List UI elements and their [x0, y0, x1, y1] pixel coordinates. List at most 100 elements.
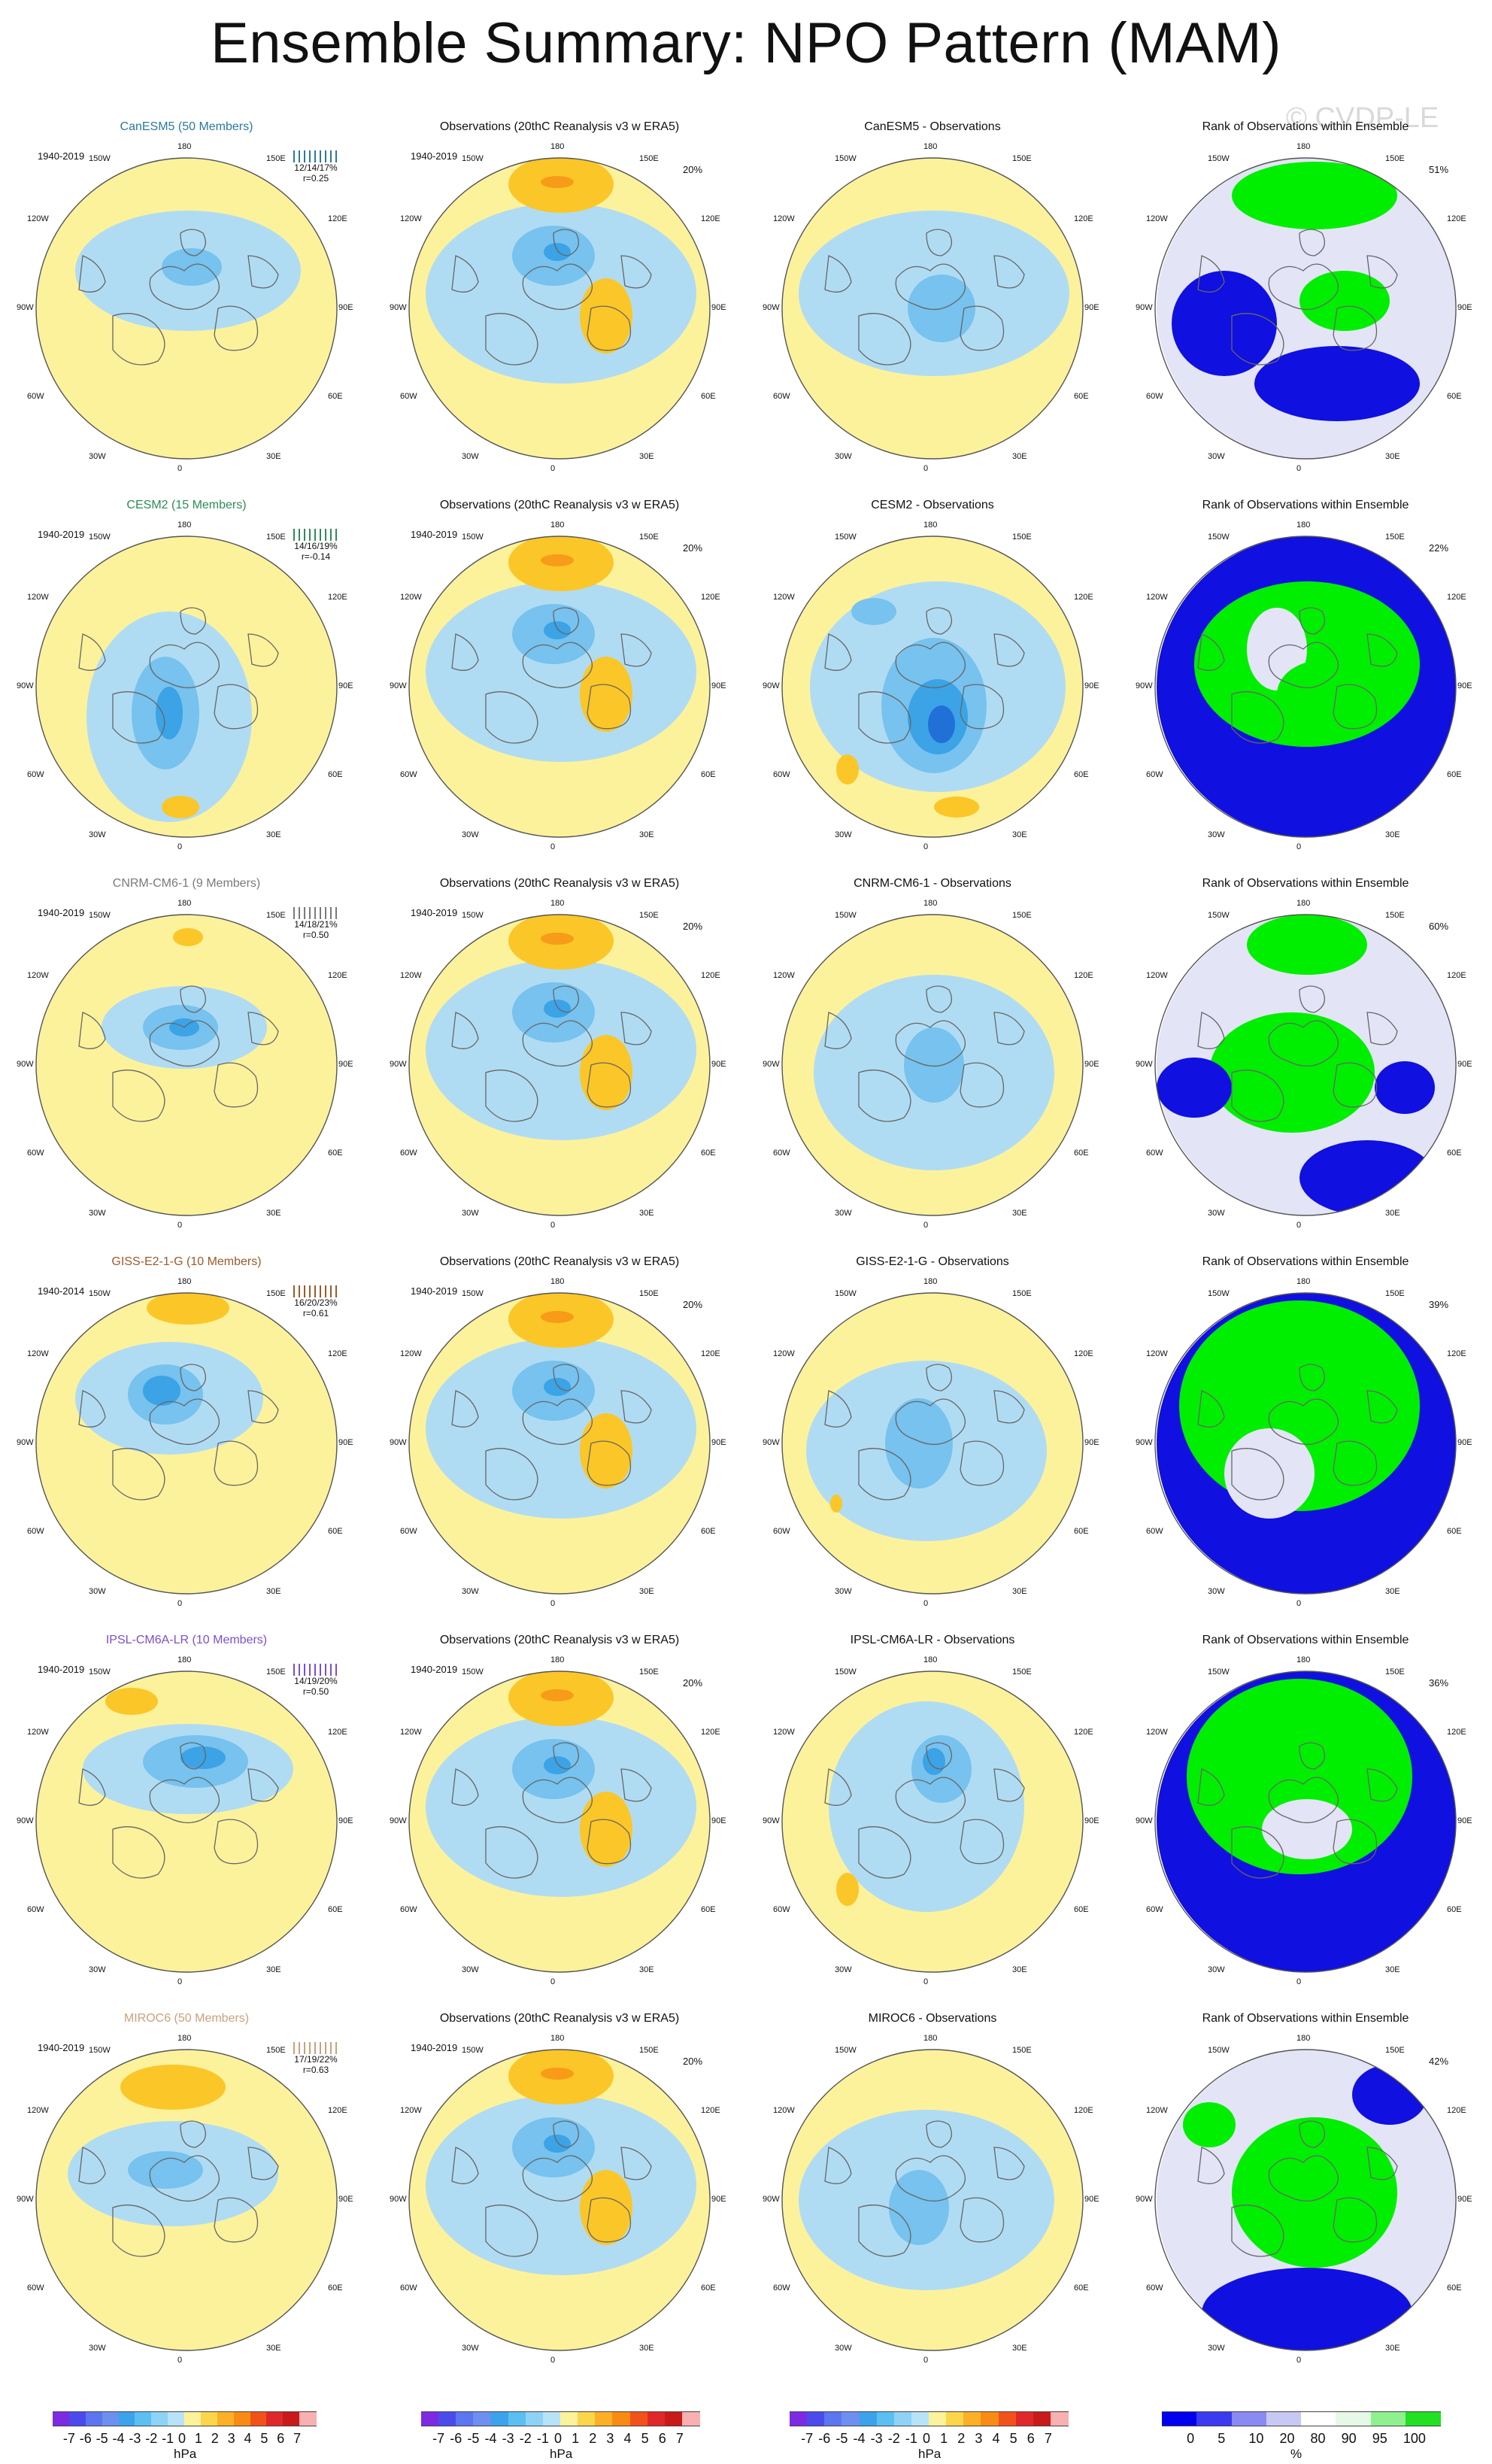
map-panel-diff: CNRM-CM6-1 - Observations 180 150E 120E 90E 6… [746, 877, 1119, 1253]
longitude-label: 120E [328, 214, 347, 223]
anomaly-contour [162, 248, 222, 286]
coastline [485, 1448, 538, 1501]
longitude-label: 30E [1385, 1209, 1400, 1218]
coastline [149, 1398, 220, 1445]
longitude-label: 0 [923, 842, 929, 851]
longitude-label: 90W [390, 1060, 407, 1069]
coastline [620, 1012, 652, 1045]
polar-map [35, 2049, 338, 2351]
member-spread-strip [286, 1664, 346, 1676]
coastline [1231, 691, 1284, 744]
longitude-label: 120E [1074, 593, 1093, 602]
longitude-label: 150E [266, 2046, 286, 2055]
member-tick [309, 2042, 311, 2054]
longitude-label: 60E [1074, 770, 1089, 779]
colorbar-swatch [824, 2411, 842, 2426]
coastline [180, 1742, 206, 1770]
colorbar-unit: hPa [918, 2447, 942, 2461]
longitude-label: 120E [701, 2106, 720, 2115]
member-stats: 14/16/19% r=-0.14 [286, 529, 346, 562]
coastline [960, 305, 1005, 351]
colorbar-swatch [1162, 2411, 1197, 2426]
longitude-label: 90E [711, 1816, 726, 1825]
coastline [895, 1398, 966, 1445]
map-boundary [35, 914, 338, 1216]
longitude-label: 150E [1012, 533, 1032, 542]
member-tick [304, 529, 305, 541]
field-layer [36, 536, 337, 837]
longitude-label: 30E [1385, 830, 1400, 839]
coastline [112, 1070, 165, 1122]
map-panel-model: CanESM5 (50 Members) 1940-2019 12/14/17% r=… [0, 120, 373, 496]
member-tick [309, 1664, 311, 1676]
percent-label: 20% [683, 542, 703, 554]
longitude-label: 150W [462, 2046, 484, 2055]
longitude-label: 150W [462, 533, 484, 542]
longitude-label: 150E [639, 154, 659, 163]
coastline [858, 691, 911, 744]
longitude-label: 0 [177, 2356, 183, 2365]
colorbar-swatch [981, 2411, 999, 2426]
member-tick [309, 150, 311, 162]
longitude-label: 30W [89, 830, 106, 839]
colorbar-tick-label: -1 [905, 2431, 917, 2446]
panel-title: Observations (20thC Reanalysis v3 w ERA5… [439, 499, 680, 511]
panel-title: Rank of Observations within Ensemble [1202, 499, 1409, 511]
member-tick [330, 1285, 332, 1297]
coastline [485, 2205, 538, 2257]
member-tick [320, 1664, 321, 1676]
coastline [485, 313, 538, 366]
longitude-label: 150W [835, 911, 857, 920]
longitude-label: 120E [328, 1728, 347, 1737]
rank-region [1224, 1428, 1315, 1519]
longitude-label: 90W [1136, 1060, 1153, 1069]
coastline [485, 1070, 538, 1122]
longitude-label: 90W [390, 681, 407, 690]
period-label: 1940-2019 [411, 529, 458, 540]
coastline [824, 633, 852, 671]
percent-label: 20% [683, 921, 703, 932]
longitude-label: 180 [923, 1277, 938, 1286]
coastline [485, 691, 538, 744]
anomaly-contour [426, 1716, 696, 1897]
colorbar-swatch [578, 2411, 596, 2426]
member-tick [320, 2042, 321, 2054]
rank-region [1277, 660, 1367, 728]
coastline [587, 1062, 632, 1108]
coastline [858, 1448, 911, 1501]
longitude-label: 60W [27, 1149, 44, 1158]
polar-map [781, 1292, 1084, 1595]
member-tick [314, 2042, 316, 2054]
colorbar-swatch [664, 2411, 683, 2426]
longitude-label: 120W [773, 1728, 795, 1737]
longitude-label: 180 [550, 2034, 565, 2043]
longitude-label: 60W [1146, 1149, 1163, 1158]
longitude-label: 30W [1208, 1965, 1225, 1974]
coastline [587, 1440, 632, 1486]
longitude-label: 60E [701, 1905, 716, 1914]
colorbar-tick-label: 5 [1218, 2431, 1226, 2446]
member-spread-strip [286, 2042, 346, 2054]
longitude-label: 0 [177, 464, 183, 473]
coastline [1366, 255, 1398, 289]
longitude-label: 90W [390, 303, 407, 312]
longitude-label: 60W [773, 2283, 790, 2293]
coastline [247, 1390, 279, 1424]
colorbar-swatch [421, 2411, 439, 2426]
colorbar-tick-label: -7 [62, 2431, 75, 2446]
field-layer [36, 915, 337, 1215]
period-label: 1940-2019 [411, 2042, 458, 2053]
member-stats: 17/19/22% r=0.63 [286, 2042, 346, 2075]
colorbar-swatch [1370, 2411, 1406, 2426]
coastline [553, 229, 579, 256]
longitude-label: 0 [1296, 464, 1302, 473]
coastline [587, 1819, 632, 1865]
colorbar-swatch [542, 2411, 561, 2426]
longitude-label: 30E [1012, 2344, 1027, 2353]
coastline [620, 2147, 652, 2180]
percent-label: 51% [1429, 164, 1449, 175]
coastline [895, 263, 966, 310]
longitude-label: 90E [1457, 1816, 1472, 1825]
longitude-label: 0 [1296, 842, 1302, 851]
colorbar-swatch [102, 2411, 119, 2426]
